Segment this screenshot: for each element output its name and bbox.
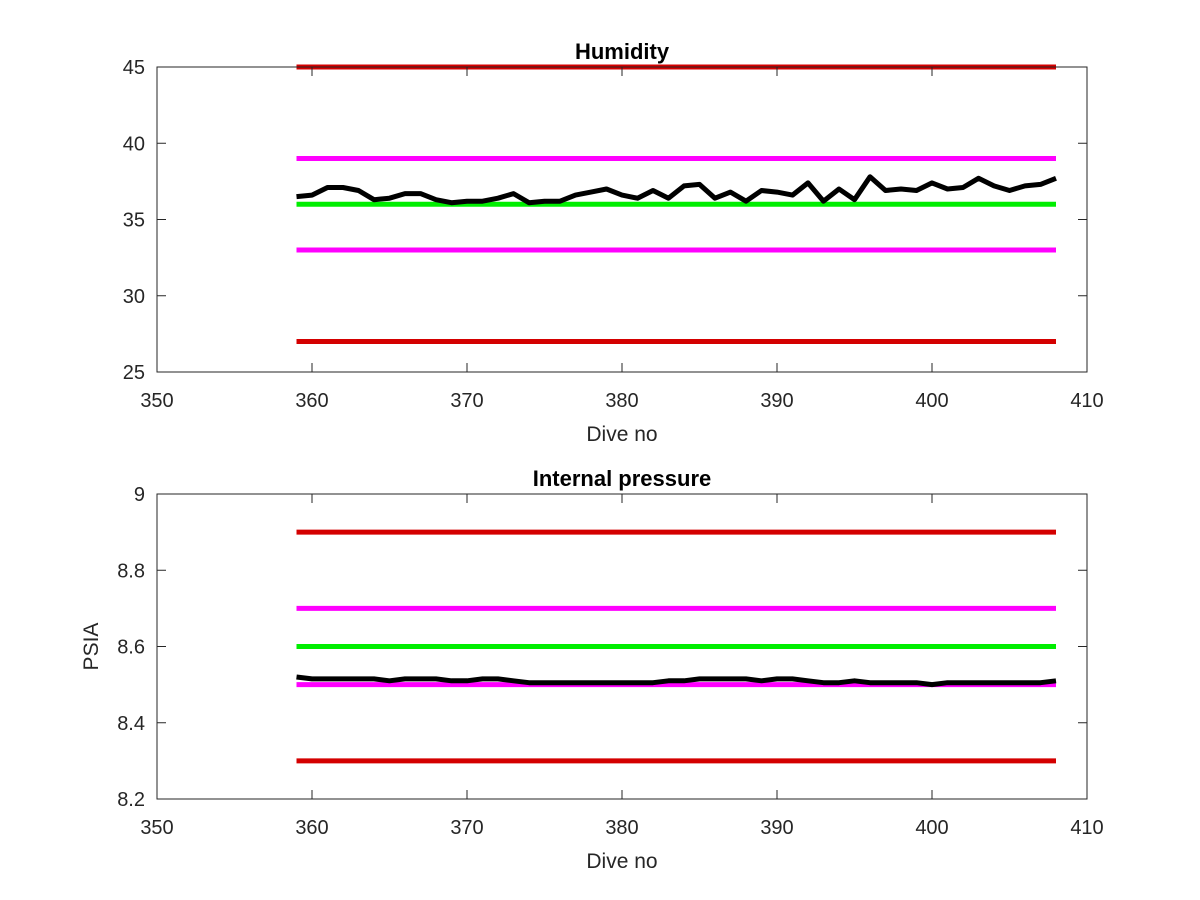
x-tick-label: 350: [140, 817, 173, 839]
y-tick-label: 8.6: [117, 637, 145, 659]
x-tick-label: 380: [605, 817, 638, 839]
x-tick-label: 370: [450, 817, 483, 839]
x-tick-label: 360: [295, 817, 328, 839]
x-tick-label: 390: [760, 817, 793, 839]
chart-panel-pressure: 350 360 370 380 390 400 410 8.2 8.4 8.6 8.8 9 Intern…: [80, 466, 1104, 873]
y-tick-label: 8.2: [117, 789, 145, 811]
axes-box: [156, 66, 1088, 373]
chart-title: Humidity: [575, 39, 670, 64]
y-tick-label: 45: [123, 57, 145, 79]
x-tick-label: 410: [1070, 817, 1103, 839]
y-tick-label: 8.4: [117, 713, 145, 735]
x-axis-label: Dive no: [586, 850, 657, 873]
y-tick-label: 8.8: [117, 560, 145, 582]
x-axis-label: Dive no: [586, 423, 657, 446]
x-tick-label: 370: [450, 390, 483, 412]
x-tick-label: 400: [915, 390, 948, 412]
x-tick-label: 350: [140, 390, 173, 412]
y-axis-label: PSIA: [80, 623, 103, 671]
y-tick-label: 40: [123, 133, 145, 155]
x-tick-label: 360: [295, 390, 328, 412]
y-tick-label: 25: [123, 362, 145, 384]
chart-panel-humidity: 350 360 370 380 390 400 410 25 30 35 40 45 Humidity D…: [123, 39, 1104, 446]
x-tick-label: 410: [1070, 390, 1103, 412]
y-tick-label: 9: [134, 484, 145, 506]
x-tick-label: 380: [605, 390, 638, 412]
y-tick-label: 35: [123, 210, 145, 232]
x-tick-label: 400: [915, 817, 948, 839]
measurement-line-5: [296, 174, 1057, 206]
y-tick-label: 30: [123, 286, 145, 308]
chart-title: Internal pressure: [533, 466, 712, 491]
measurement-line-5: [296, 674, 1057, 688]
x-tick-label: 390: [760, 390, 793, 412]
